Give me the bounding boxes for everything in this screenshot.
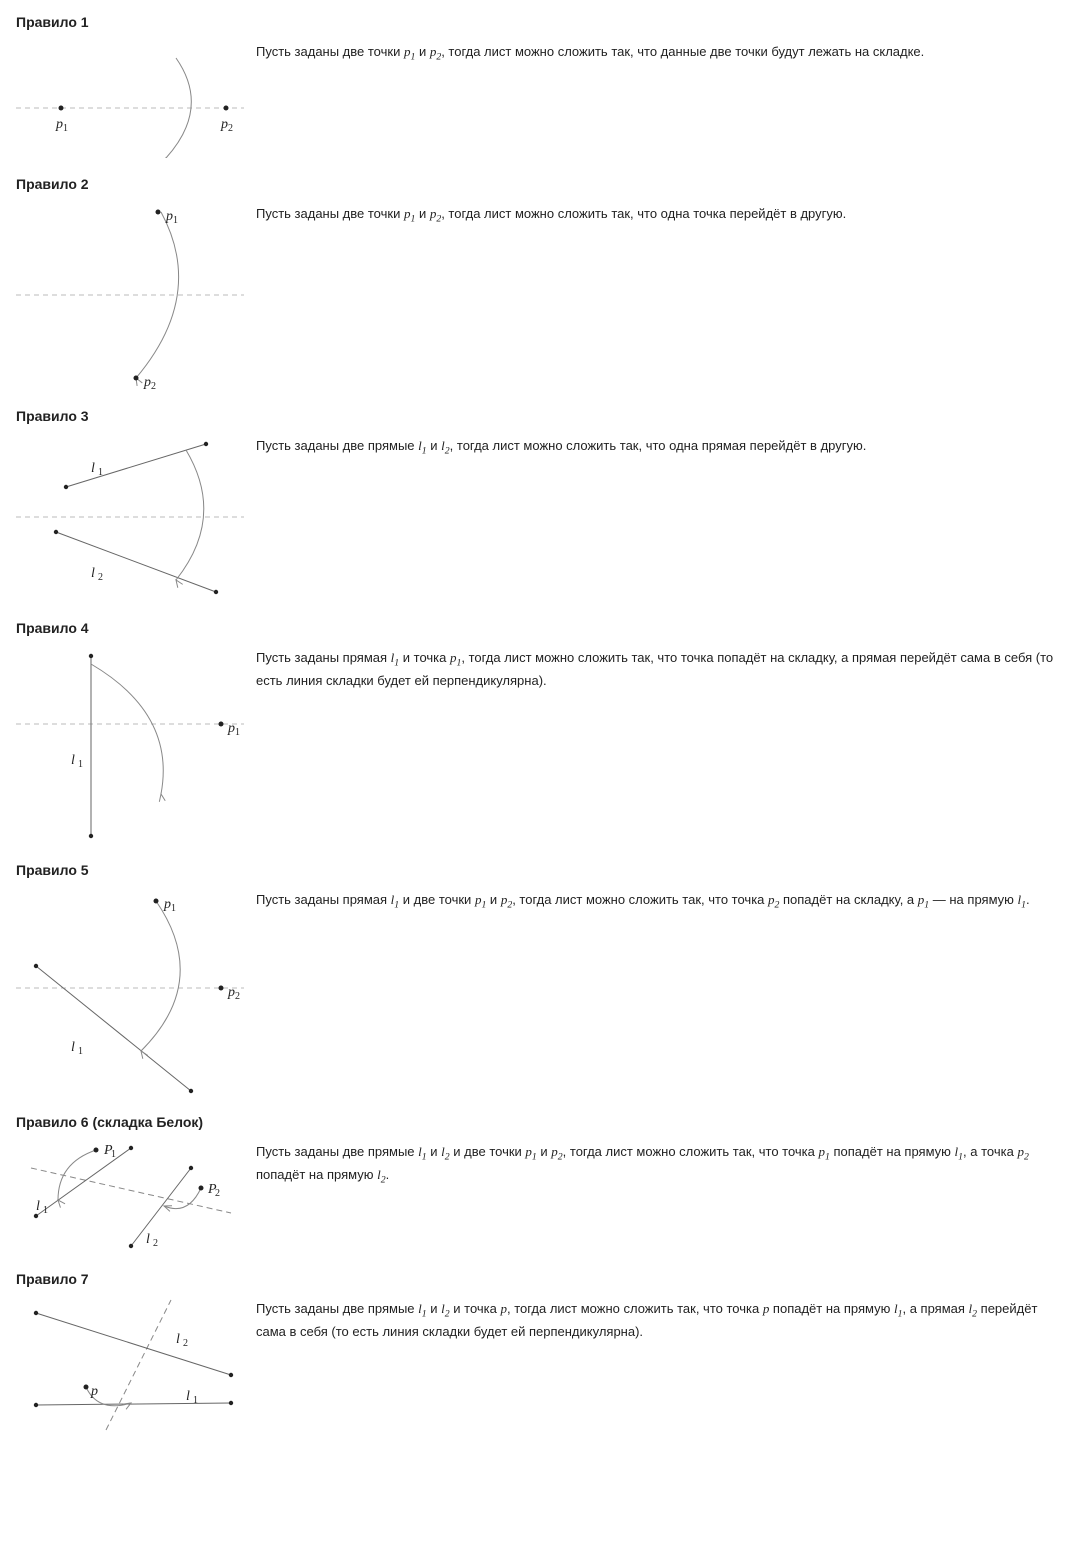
- svg-text:p: p: [227, 985, 235, 1000]
- rule-description: Пусть заданы две точки p1 и p2, тогда ли…: [256, 200, 1060, 227]
- svg-text:l: l: [186, 1389, 190, 1404]
- svg-text:l: l: [146, 1232, 150, 1247]
- svg-text:2: 2: [228, 123, 233, 134]
- rule-section: Правило 5l1p1p2Пусть заданы прямая l1 и …: [16, 862, 1060, 1096]
- svg-text:2: 2: [98, 572, 103, 583]
- rule-body: l1l2pПусть заданы две прямые l1 и l2 и т…: [16, 1295, 1060, 1435]
- svg-text:p: p: [220, 117, 228, 132]
- svg-text:2: 2: [235, 991, 240, 1002]
- svg-text:l: l: [71, 1040, 75, 1055]
- rule-section: Правило 4l1p1Пусть заданы прямая l1 и то…: [16, 620, 1060, 844]
- rule-description: Пусть заданы две прямые l1 и l2 и две то…: [256, 1138, 1060, 1188]
- svg-text:1: 1: [98, 467, 103, 478]
- rule-title: Правило 2: [16, 176, 1060, 192]
- svg-text:1: 1: [63, 123, 68, 134]
- rule-diagram: p1p2: [16, 200, 244, 390]
- rule-description: Пусть заданы прямая l1 и точка p1, тогда…: [256, 644, 1060, 691]
- rule-body: l1p1p2Пусть заданы прямая l1 и две точки…: [16, 886, 1060, 1096]
- rule-diagram-svg: l1l2p: [16, 1295, 244, 1435]
- svg-text:l: l: [71, 753, 75, 768]
- svg-text:l: l: [36, 1199, 40, 1214]
- svg-text:2: 2: [153, 1238, 158, 1249]
- rule-body: l1l2Пусть заданы две прямые l1 и l2, тог…: [16, 432, 1060, 602]
- rule-diagram: l1l2p: [16, 1295, 244, 1435]
- rule-diagram-svg: l1l2: [16, 432, 244, 602]
- svg-text:1: 1: [78, 1046, 83, 1057]
- svg-text:p: p: [227, 721, 235, 736]
- rule-section: Правило 6 (складка Белок) l1l2P1P2Пусть з…: [16, 1114, 1060, 1253]
- rule-title: Правило 4: [16, 620, 1060, 636]
- rule-diagram-svg: l1l2P1P2: [16, 1138, 244, 1253]
- svg-text:1: 1: [171, 903, 176, 914]
- rule-section: Правило 1p1p2Пусть заданы две точки p1 и…: [16, 14, 1060, 158]
- svg-text:p: p: [90, 1384, 98, 1399]
- rule-section: Правило 7l1l2pПусть заданы две прямые l1…: [16, 1271, 1060, 1435]
- svg-text:p: p: [55, 117, 63, 132]
- rule-body: l1l2P1P2Пусть заданы две прямые l1 и l2 …: [16, 1138, 1060, 1253]
- svg-text:l: l: [91, 566, 95, 581]
- rule-description: Пусть заданы прямая l1 и две точки p1 и …: [256, 886, 1060, 913]
- rule-diagram-svg: p1p2: [16, 38, 244, 158]
- rule-section: Правило 3l1l2Пусть заданы две прямые l1 …: [16, 408, 1060, 602]
- rule-body: l1p1Пусть заданы прямая l1 и точка p1, т…: [16, 644, 1060, 844]
- svg-text:2: 2: [151, 381, 156, 390]
- rule-diagram: l1l2: [16, 432, 244, 602]
- svg-text:1: 1: [43, 1205, 48, 1216]
- rule-description: Пусть заданы две прямые l1 и l2, тогда л…: [256, 432, 1060, 459]
- rule-description: Пусть заданы две прямые l1 и l2 и точка …: [256, 1295, 1060, 1342]
- rule-diagram-svg: l1p1: [16, 644, 244, 844]
- svg-text:l: l: [91, 461, 95, 476]
- svg-text:p: p: [163, 897, 171, 912]
- rule-title: Правило 3: [16, 408, 1060, 424]
- rule-body: p1p2Пусть заданы две точки p1 и p2, тогд…: [16, 38, 1060, 158]
- svg-text:1: 1: [111, 1149, 116, 1160]
- svg-text:p: p: [165, 209, 173, 224]
- svg-text:l: l: [176, 1332, 180, 1347]
- rule-diagram-svg: p1p2: [16, 200, 244, 390]
- rule-diagram-svg: l1p1p2: [16, 886, 244, 1096]
- svg-text:p: p: [143, 375, 151, 390]
- svg-text:1: 1: [173, 215, 178, 226]
- rule-section: Правило 2p1p2Пусть заданы две точки p1 и…: [16, 176, 1060, 390]
- rule-title: Правило 7: [16, 1271, 1060, 1287]
- rule-title: Правило 5: [16, 862, 1060, 878]
- rule-title: Правило 6 (складка Белок): [16, 1114, 1060, 1130]
- rule-diagram: l1p1p2: [16, 886, 244, 1096]
- svg-text:1: 1: [193, 1395, 198, 1406]
- rule-diagram: l1l2P1P2: [16, 1138, 244, 1253]
- rule-description: Пусть заданы две точки p1 и p2, тогда ли…: [256, 38, 1060, 65]
- rule-title: Правило 1: [16, 14, 1060, 30]
- svg-text:1: 1: [78, 759, 83, 770]
- svg-text:1: 1: [235, 727, 240, 738]
- svg-text:2: 2: [215, 1188, 220, 1199]
- rule-diagram: p1p2: [16, 38, 244, 158]
- rule-diagram: l1p1: [16, 644, 244, 844]
- svg-text:2: 2: [183, 1338, 188, 1349]
- rule-body: p1p2Пусть заданы две точки p1 и p2, тогд…: [16, 200, 1060, 390]
